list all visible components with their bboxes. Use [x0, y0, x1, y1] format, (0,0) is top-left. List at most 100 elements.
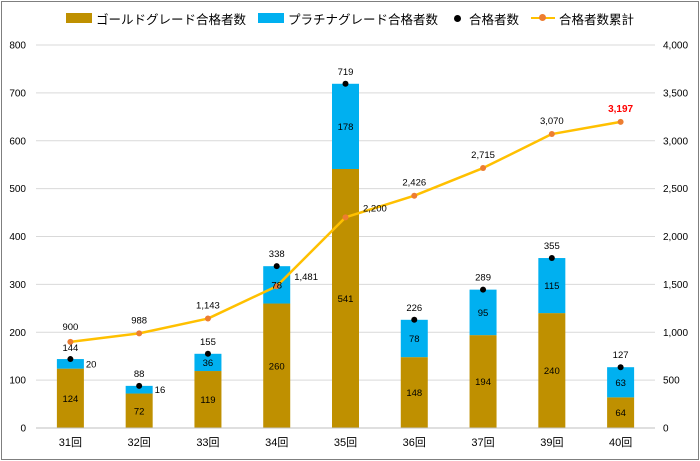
gold-value-label: 240	[544, 366, 560, 377]
x-tick-label: 31回	[59, 436, 82, 449]
cumulative-value-label: 988	[131, 315, 147, 326]
y-right-tick-label: 2,000	[663, 232, 688, 243]
total-marker	[480, 286, 487, 293]
platinum-value-label: 20	[86, 359, 97, 370]
gold-value-label: 119	[200, 395, 215, 406]
total-marker	[548, 255, 555, 262]
platinum-value-label: 95	[478, 308, 489, 319]
y-left-tick-label: 400	[9, 232, 26, 243]
legend-swatch-gold	[65, 13, 92, 23]
legend-swatch-platinum	[257, 13, 284, 23]
cumulative-value-label: 2,715	[471, 150, 495, 161]
bar-platinum	[125, 385, 153, 394]
bar-series	[56, 83, 635, 428]
x-tick-label: 33回	[196, 436, 219, 449]
total-value-label: 355	[544, 241, 560, 252]
y-right-tick-label: 0	[663, 424, 669, 435]
gold-value-label: 260	[269, 361, 285, 372]
cumulative-marker	[617, 118, 624, 125]
platinum-value-label: 16	[155, 385, 166, 396]
gold-value-label: 72	[134, 406, 145, 417]
y-left-tick-label: 600	[9, 136, 26, 147]
right-axis-ticks: 0 500 1,000 1,500 2,000 2,500 3,000 3,500 4,000	[663, 41, 688, 435]
cumulative-marker	[67, 338, 74, 345]
x-axis: 31回 32回 33回 34回 35回 36回 37回 39回 40回	[36, 427, 655, 449]
total-value-label: 719	[338, 67, 354, 78]
bar-gold	[607, 397, 635, 428]
x-tick-label: 34回	[265, 436, 288, 449]
total-marker	[342, 80, 349, 87]
platinum-value-label: 36	[203, 358, 214, 369]
bar-platinum	[194, 353, 222, 372]
x-tick-label: 39回	[540, 436, 563, 449]
legend-item-cumulative: 合格者数累計	[531, 9, 634, 28]
bar-platinum	[469, 289, 497, 336]
y-left-tick-label: 800	[9, 41, 26, 52]
total-value-label: 338	[269, 249, 285, 260]
bar-gold	[400, 357, 428, 428]
platinum-value-label: 78	[271, 280, 282, 291]
total-value-label: 289	[475, 273, 491, 284]
x-tick-label: 32回	[128, 436, 151, 449]
legend: ゴールドグレード合格者数 プラチナグレード合格者数 合格者数 合格者数累計	[0, 7, 700, 29]
total-marker	[204, 350, 211, 357]
cumulative-value-label: 900	[62, 322, 78, 333]
gold-value-label: 541	[338, 294, 354, 305]
cumulative-marker	[411, 192, 418, 199]
y-right-tick-label: 4,000	[663, 41, 688, 52]
bar-gold	[538, 313, 566, 428]
bar-gold	[332, 168, 359, 428]
total-marker	[136, 382, 143, 389]
platinum-value-label: 63	[615, 378, 626, 389]
y-right-tick-label: 500	[663, 376, 680, 387]
total-value-label: 88	[134, 369, 145, 380]
cumulative-line-series	[67, 118, 624, 345]
y-right-tick-label: 3,500	[663, 88, 688, 99]
legend-item-total: 合格者数	[450, 9, 519, 28]
cumulative-marker	[273, 283, 280, 290]
y-right-tick-label: 1,500	[663, 280, 688, 291]
legend-marker-total	[454, 14, 461, 22]
bar-platinum	[538, 258, 566, 314]
total-marker	[67, 356, 74, 363]
y-left-tick-label: 300	[9, 280, 26, 291]
y-left-tick-label: 500	[9, 184, 26, 195]
bar-gold	[56, 368, 84, 428]
y-left-tick-label: 0	[20, 424, 26, 435]
x-tick-label: 35回	[334, 436, 357, 449]
bar-gold	[469, 335, 497, 428]
x-tick-label: 37回	[471, 436, 494, 449]
y-left-tick-label: 200	[9, 328, 26, 339]
gold-value-label: 124	[62, 394, 78, 405]
total-value-label: 127	[613, 350, 629, 361]
bar-platinum	[332, 83, 359, 169]
cumulative-value-label: 2,426	[402, 178, 426, 189]
bar-gold	[194, 371, 222, 428]
bar-gold	[125, 393, 153, 428]
cumulative-marker	[136, 330, 143, 337]
total-marker	[411, 316, 418, 323]
cumulative-value-label: 1,143	[196, 301, 220, 312]
y-right-tick-label: 2,500	[663, 184, 688, 195]
total-marker	[273, 263, 280, 270]
cumulative-value-label: 2,200	[363, 203, 387, 214]
bar-platinum	[56, 359, 84, 369]
cumulative-marker	[548, 131, 555, 138]
cumulative-marker	[204, 315, 211, 322]
gold-value-label: 148	[406, 388, 422, 399]
platinum-value-label: 115	[544, 281, 559, 292]
x-tick-label: 40回	[609, 436, 632, 449]
gold-value-label: 194	[475, 377, 491, 388]
legend-item-gold: ゴールドグレード合格者数	[65, 9, 246, 28]
data-labels: 124 20 72 16 119 36 260 78 541 178 148 78 194 95 240 11…	[62, 67, 633, 419]
left-axis-ticks: 0 100 200 300 400 500 600 700 800	[9, 41, 26, 435]
bar-gold	[263, 303, 291, 428]
legend-label-gold: ゴールドグレード合格者数	[95, 11, 246, 27]
legend-label-cumulative: 合格者数累計	[559, 11, 635, 27]
cumulative-value-label: 1,481	[294, 272, 318, 283]
x-tick-label: 36回	[403, 436, 426, 449]
cumulative-value-label: 3,070	[540, 116, 564, 127]
legend-label-platinum: プラチナグレード合格者数	[287, 11, 438, 27]
total-value-label: 155	[200, 337, 216, 348]
